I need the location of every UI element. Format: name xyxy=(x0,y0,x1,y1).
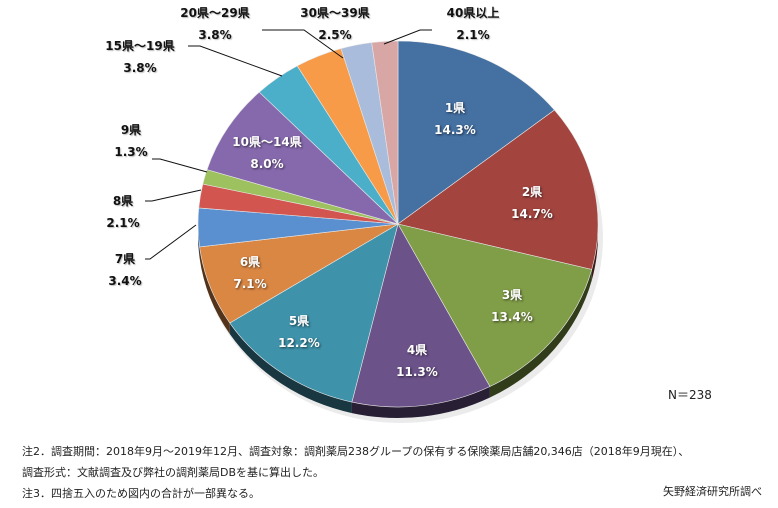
leader-line-8 xyxy=(145,189,202,202)
label-7: 7県 3.4% xyxy=(100,248,150,292)
label-3: 3県 13.4% xyxy=(482,284,542,328)
pie-chart xyxy=(145,29,603,423)
label-15-19: 15県～19県 3.8% xyxy=(90,35,190,79)
label-15-19-value: 3.8% xyxy=(123,61,157,75)
sample-size-annotation: N＝238 xyxy=(668,388,712,402)
label-2-value: 14.7% xyxy=(511,207,553,221)
label-7-value: 3.4% xyxy=(108,274,142,288)
pie-slice xyxy=(397,109,599,270)
leader-line-40plus xyxy=(383,29,432,45)
pie-slice xyxy=(397,40,555,225)
label-8: 8県 2.1% xyxy=(98,190,148,234)
source-credit: 矢野経済研究所調べ xyxy=(663,485,762,498)
label-9: 9県 1.3% xyxy=(106,119,156,163)
note-3: 注3．四捨五入のため図内の合計が一部異なる。 xyxy=(22,487,260,500)
label-10-14-value: 8.0% xyxy=(250,157,284,171)
label-40plus-name: 40県以上 xyxy=(446,6,500,20)
slice-side xyxy=(229,323,352,414)
label-8-value: 2.1% xyxy=(106,216,140,230)
label-20-29-name: 20県～29県 xyxy=(180,6,250,20)
label-1: 1県 14.3% xyxy=(425,97,485,141)
pie-slice xyxy=(229,223,399,403)
leader-line-15-19 xyxy=(188,45,283,77)
label-7-name: 7県 xyxy=(114,252,136,266)
label-1-value: 14.3% xyxy=(434,123,476,137)
label-6: 6県 7.1% xyxy=(222,251,278,295)
note-2-line-1: 注2．調査期間：2018年9月～2019年12月、調査対象：調剤薬局238グルー… xyxy=(22,445,690,458)
label-40plus: 40県以上 2.1% xyxy=(428,2,518,46)
label-10-14: 10県～14県 8.0% xyxy=(222,131,312,175)
label-1-name: 1県 xyxy=(444,101,466,115)
footnotes: 注2．調査期間：2018年9月～2019年12月、調査対象：調剤薬局238グルー… xyxy=(22,441,689,504)
pie-slices xyxy=(197,40,599,408)
label-15-19-name: 15県～19県 xyxy=(105,39,175,53)
pie-slice xyxy=(371,40,399,225)
label-5-name: 5県 xyxy=(288,314,310,328)
leader-line-20-29 xyxy=(262,29,344,59)
label-30-39-name: 30県～39県 xyxy=(300,6,370,20)
pie-slice xyxy=(206,91,399,225)
label-6-value: 7.1% xyxy=(233,277,267,291)
label-4: 4県 11.3% xyxy=(387,339,447,383)
label-40plus-value: 2.1% xyxy=(456,28,490,42)
label-4-name: 4県 xyxy=(406,343,428,357)
label-3-name: 3県 xyxy=(501,288,523,302)
label-3-value: 13.4% xyxy=(491,310,533,324)
label-30-39-value: 2.5% xyxy=(318,28,352,42)
leader-line-9 xyxy=(152,158,208,173)
label-4-value: 11.3% xyxy=(396,365,438,379)
pie-slice xyxy=(397,223,593,387)
label-6-name: 6県 xyxy=(239,255,261,269)
label-10-14-name: 10県～14県 xyxy=(232,135,302,149)
label-20-29-value: 3.8% xyxy=(198,28,232,42)
slice-side xyxy=(199,246,230,335)
label-5-value: 12.2% xyxy=(278,336,320,350)
label-20-29: 20県～29県 3.8% xyxy=(165,2,265,46)
leader-lines xyxy=(145,29,432,260)
slice-side xyxy=(351,386,490,418)
label-8-name: 8県 xyxy=(112,194,134,208)
label-9-name: 9県 xyxy=(120,123,142,137)
slice-side xyxy=(591,224,598,281)
label-5: 5県 12.2% xyxy=(269,310,329,354)
note-2-line-2: 調査形式：文献調査及び弊社の調剤薬局DBを基に算出した。 xyxy=(22,466,325,479)
label-30-39: 30県～39県 2.5% xyxy=(285,2,385,46)
label-2-name: 2県 xyxy=(521,185,543,199)
leader-line-7 xyxy=(145,224,197,260)
label-9-value: 1.3% xyxy=(114,145,148,159)
label-2: 2県 14.7% xyxy=(502,181,562,225)
slice-side xyxy=(489,269,592,398)
